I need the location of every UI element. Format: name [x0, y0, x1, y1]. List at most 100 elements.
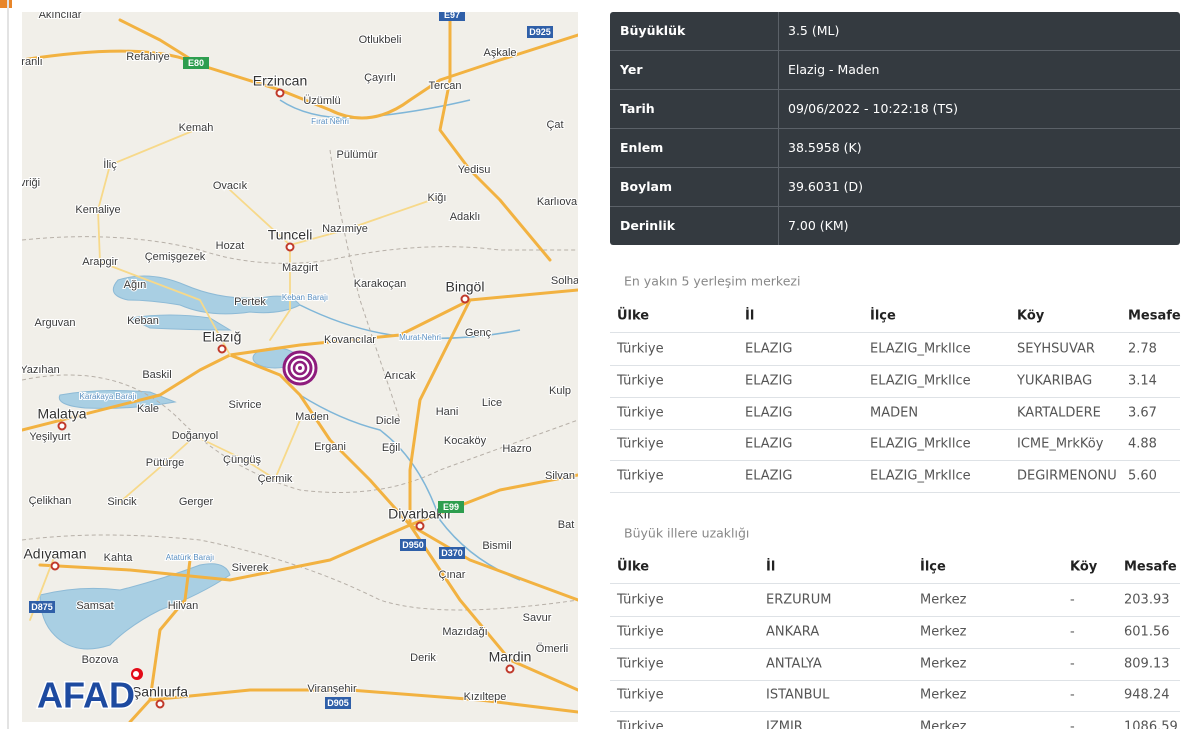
table-cell: Türkiye: [617, 592, 664, 608]
flag: [131, 668, 143, 680]
map-label: Kulp: [549, 385, 571, 397]
left-border: [7, 0, 9, 729]
table-cell: -: [1070, 719, 1075, 729]
road-badge: [183, 57, 209, 69]
table-cell: Türkiye: [617, 436, 664, 452]
map-label: Fırat Nehri: [311, 117, 349, 126]
map-label: Kovancılar: [324, 334, 376, 346]
road-badge-label: D905: [327, 698, 349, 708]
city-marker: [275, 88, 285, 98]
detail-key: Büyüklük: [620, 23, 686, 38]
map-label: Genç: [465, 327, 492, 339]
city-marker: [155, 699, 165, 709]
map-label: Karakaya Barajı: [80, 392, 137, 401]
map-label: Tercan: [428, 80, 461, 92]
table-header: Ülke: [617, 559, 650, 575]
table-cell: Türkiye: [617, 341, 664, 357]
map-label: Lice: [482, 397, 502, 409]
map-label: Şanlıurfa: [132, 684, 188, 700]
map-label: Elazığ: [203, 329, 242, 345]
road-badge: [527, 26, 553, 38]
table-header: İl: [766, 559, 776, 575]
map-label: Çermik: [258, 473, 293, 485]
table-cell: Merkez: [920, 719, 967, 729]
city-marker: [217, 344, 227, 354]
road-badge-label: E99: [443, 502, 459, 512]
map-label: Bozova: [82, 654, 120, 666]
map-label: Bingöl: [446, 279, 485, 295]
table-cell: ELAZIG_MrkIlce: [870, 341, 971, 357]
road-badge: [438, 501, 464, 513]
table-cell: ELAZIG: [745, 436, 793, 452]
map-label: Viranşehir: [307, 683, 357, 695]
map[interactable]: Akıncılar Otlukbeli Aşkale Refahiye ranlı Erz…: [22, 12, 578, 722]
map-label: ranlı: [22, 56, 43, 68]
map-label: Dicle: [376, 415, 400, 427]
map-label: Adıyaman: [23, 546, 86, 562]
road-badge: [439, 12, 465, 21]
detail-value: 3.5 (ML): [788, 23, 840, 38]
map-label: Hozat: [216, 240, 245, 252]
map-label: Üzümlü: [303, 95, 340, 107]
table-cell: ELAZIG_MrkIlce: [870, 436, 971, 452]
table-cell: ELAZIG_MrkIlce: [870, 468, 971, 484]
detail-value: 7.00 (KM): [788, 218, 849, 233]
map-label: Hazro: [502, 443, 531, 455]
epicenter[interactable]: [282, 350, 318, 386]
map-label: Çelikhan: [29, 495, 72, 507]
table-header: Köy: [1070, 559, 1098, 575]
map-label: Eğil: [382, 442, 400, 454]
map-label: Murat Nehri: [399, 333, 441, 342]
map-label: Ağın: [124, 279, 147, 291]
row-separator: [610, 492, 1180, 494]
map-label: Arıcak: [384, 370, 416, 382]
table-header: Köy: [1017, 308, 1045, 324]
map-label: Ovacık: [213, 180, 248, 192]
map-label: Pülümür: [337, 149, 378, 161]
road-badge-label: E97: [444, 12, 460, 20]
map-label: Hani: [436, 406, 459, 418]
details-table: Büyüklük 3.5 (ML) Yer Elazig - Maden Tarih 09…: [610, 12, 1180, 245]
map-label: Mardin: [489, 649, 532, 665]
table-header: Ülke: [617, 308, 650, 324]
map-labels: Akıncılar Otlukbeli Aşkale Refahiye ranlı Erz…: [22, 12, 578, 709]
map-label: Malatya: [37, 406, 86, 422]
map-label: Baskil: [142, 369, 171, 381]
map-label: vriği: [22, 177, 40, 189]
table-cell: DEGIRMENONU: [1017, 468, 1117, 484]
map-label: Sincik: [107, 496, 137, 508]
row-separator: [610, 711, 1180, 713]
table-cell: Merkez: [920, 656, 967, 672]
map-label: Atatürk Barajı: [166, 553, 214, 562]
map-label: Mazıdağı: [442, 626, 487, 638]
map-label: Refahiye: [126, 51, 169, 63]
map-label: Çayırlı: [364, 72, 396, 84]
map-label: Çat: [546, 119, 563, 131]
map-label: Kiğı: [428, 192, 447, 204]
table-cell: -: [1070, 592, 1075, 608]
map-label: Karakoçan: [354, 278, 407, 290]
map-label: Karlıova: [537, 196, 578, 208]
road-badge-label: D370: [441, 548, 463, 558]
details-row: Büyüklük 3.5 (ML): [610, 12, 1180, 51]
row-separator: [610, 396, 1180, 398]
table-cell: SEYHSUVAR: [1017, 341, 1095, 357]
section-title: En yakın 5 yerleşim merkezi: [624, 273, 801, 289]
table-cell: 601.56: [1124, 624, 1170, 640]
table-cell: ELAZIG: [745, 405, 793, 421]
map-label: Arapgir: [82, 256, 118, 268]
map-label: Nazımiye: [322, 223, 368, 235]
map-label: Mazgirt: [282, 262, 318, 274]
row-separator: [610, 365, 1180, 366]
map-label: Kemah: [179, 122, 214, 134]
detail-key: Boylam: [620, 179, 673, 194]
details-row: Tarih 09/06/2022 - 10:22:18 (TS): [610, 90, 1180, 129]
row-separator: [610, 647, 1180, 649]
table-cell: Türkiye: [617, 373, 664, 389]
road-badge: [439, 547, 465, 559]
map-label: Otlukbeli: [359, 34, 402, 46]
map-label: Sivrice: [228, 399, 261, 411]
map-label: Aşkale: [483, 47, 516, 59]
table-cell: Türkiye: [617, 405, 664, 421]
row-separator: [610, 679, 1180, 681]
